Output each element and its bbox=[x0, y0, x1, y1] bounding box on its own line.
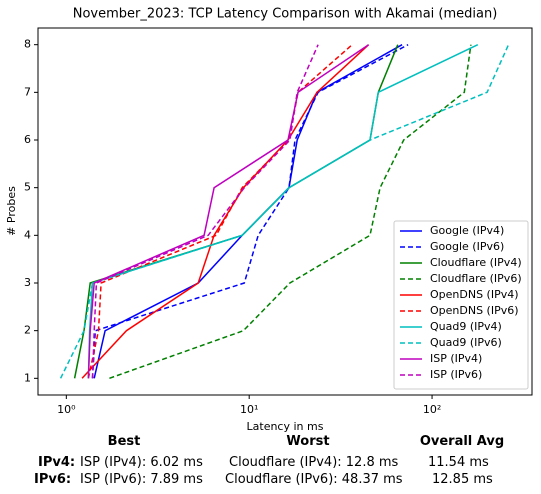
chart: November_2023: TCP Latency Comparison wi… bbox=[5, 7, 533, 432]
legend-label: OpenDNS (IPv6) bbox=[430, 304, 519, 317]
y-tick-label: 3 bbox=[24, 276, 31, 289]
y-tick-label: 8 bbox=[24, 38, 31, 51]
series-line bbox=[93, 44, 403, 379]
series-line bbox=[59, 44, 510, 379]
series-line bbox=[91, 44, 319, 379]
series-line bbox=[73, 44, 399, 379]
legend-label: Cloudflare (IPv6) bbox=[430, 272, 522, 285]
x-tick-label: 10² bbox=[423, 403, 441, 416]
legend-label: ISP (IPv4) bbox=[430, 352, 482, 365]
legend-label: Quad9 (IPv4) bbox=[430, 320, 502, 333]
worst-value: Cloudflare (IPv6): 48.37 ms bbox=[225, 472, 403, 487]
x-tick-label: 10¹ bbox=[240, 403, 258, 416]
legend-label: Google (IPv6) bbox=[430, 240, 504, 253]
worst-value: Cloudflare (IPv4): 12.8 ms bbox=[229, 455, 399, 470]
series-line bbox=[81, 44, 370, 379]
plot-frame bbox=[37, 27, 533, 396]
x-axis-label: Latency in ms bbox=[247, 420, 324, 432]
header-avg: Overall Avg bbox=[419, 434, 505, 449]
series-line bbox=[87, 44, 370, 379]
chart-title: November_2023: TCP Latency Comparison wi… bbox=[73, 7, 498, 22]
y-tick-label: 7 bbox=[24, 85, 31, 98]
best-value: ISP (IPv6): 7.89 ms bbox=[80, 472, 203, 487]
avg-value: 11.54 ms bbox=[428, 455, 489, 470]
row-label: IPv4: bbox=[38, 455, 76, 470]
legend-label: ISP (IPv6) bbox=[430, 368, 482, 381]
y-tick-label: 2 bbox=[24, 324, 31, 337]
series-line bbox=[109, 44, 472, 380]
series-line bbox=[87, 44, 353, 379]
legend-label: Cloudflare (IPv4) bbox=[430, 256, 522, 269]
row-label: IPv6: bbox=[34, 472, 72, 487]
legend-label: OpenDNS (IPv4) bbox=[430, 288, 519, 301]
y-axis-label: # Probes bbox=[5, 186, 18, 236]
y-tick-label: 6 bbox=[24, 133, 31, 146]
y-tick-label: 1 bbox=[24, 371, 31, 384]
header-best: Best bbox=[107, 434, 141, 449]
header-worst: Worst bbox=[286, 434, 330, 449]
plot-lines bbox=[59, 44, 510, 380]
y-tick-label: 5 bbox=[24, 181, 31, 194]
legend-label: Google (IPv4) bbox=[430, 224, 504, 237]
best-value: ISP (IPv4): 6.02 ms bbox=[80, 455, 203, 470]
y-tick-label: 4 bbox=[24, 228, 31, 241]
series-line bbox=[91, 44, 409, 379]
legend-label: Quad9 (IPv6) bbox=[430, 336, 502, 349]
legend-box bbox=[393, 220, 529, 390]
x-tick-label: 10⁰ bbox=[57, 403, 76, 416]
avg-value: 12.85 ms bbox=[432, 472, 493, 487]
summary-table: Best Worst Overall Avg IPv4: ISP (IPv4):… bbox=[0, 432, 541, 494]
